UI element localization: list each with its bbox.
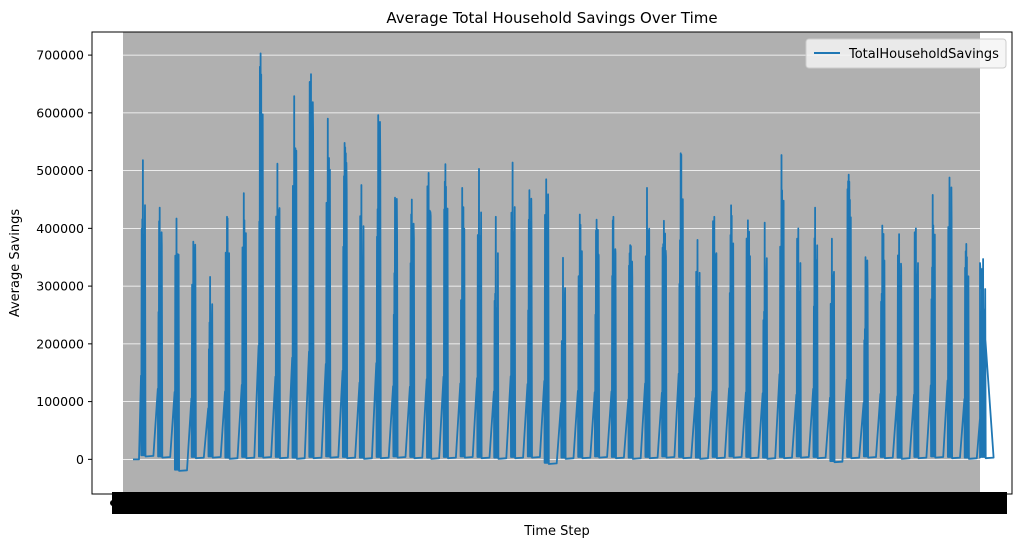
y-tick-label: 0 [76, 452, 84, 467]
y-tick-label: 600000 [36, 105, 84, 120]
plot-frame [91, 31, 1013, 495]
y-tick-label: 100000 [36, 394, 84, 409]
x-axis-label: Time Step [523, 524, 590, 539]
y-tick-label: 700000 [36, 48, 84, 63]
y-tick-label: 400000 [36, 221, 84, 236]
legend-box [805, 38, 1007, 69]
legend: TotalHouseholdSavings [805, 38, 1007, 69]
y-axis-label: Average Savings [8, 209, 23, 318]
y-tick-label: 500000 [36, 163, 84, 178]
x-tick-label-edge [137, 500, 143, 506]
y-tick-label: 300000 [36, 279, 84, 294]
legend-entry-total-household-savings: TotalHouseholdSavings [848, 47, 999, 62]
y-axis-ticks: 0 100000 200000 300000 400000 500000 600000 700… [36, 48, 92, 467]
x-tick-marks [110, 492, 1007, 514]
chart-title: Average Total Household Savings Over Tim… [386, 9, 717, 27]
plot-area [123, 32, 980, 494]
x-tick-labels-overlapping [112, 492, 1007, 514]
y-tick-label: 200000 [36, 336, 84, 351]
series-line-total-household-savings [133, 52, 995, 472]
series-layer [133, 52, 995, 472]
